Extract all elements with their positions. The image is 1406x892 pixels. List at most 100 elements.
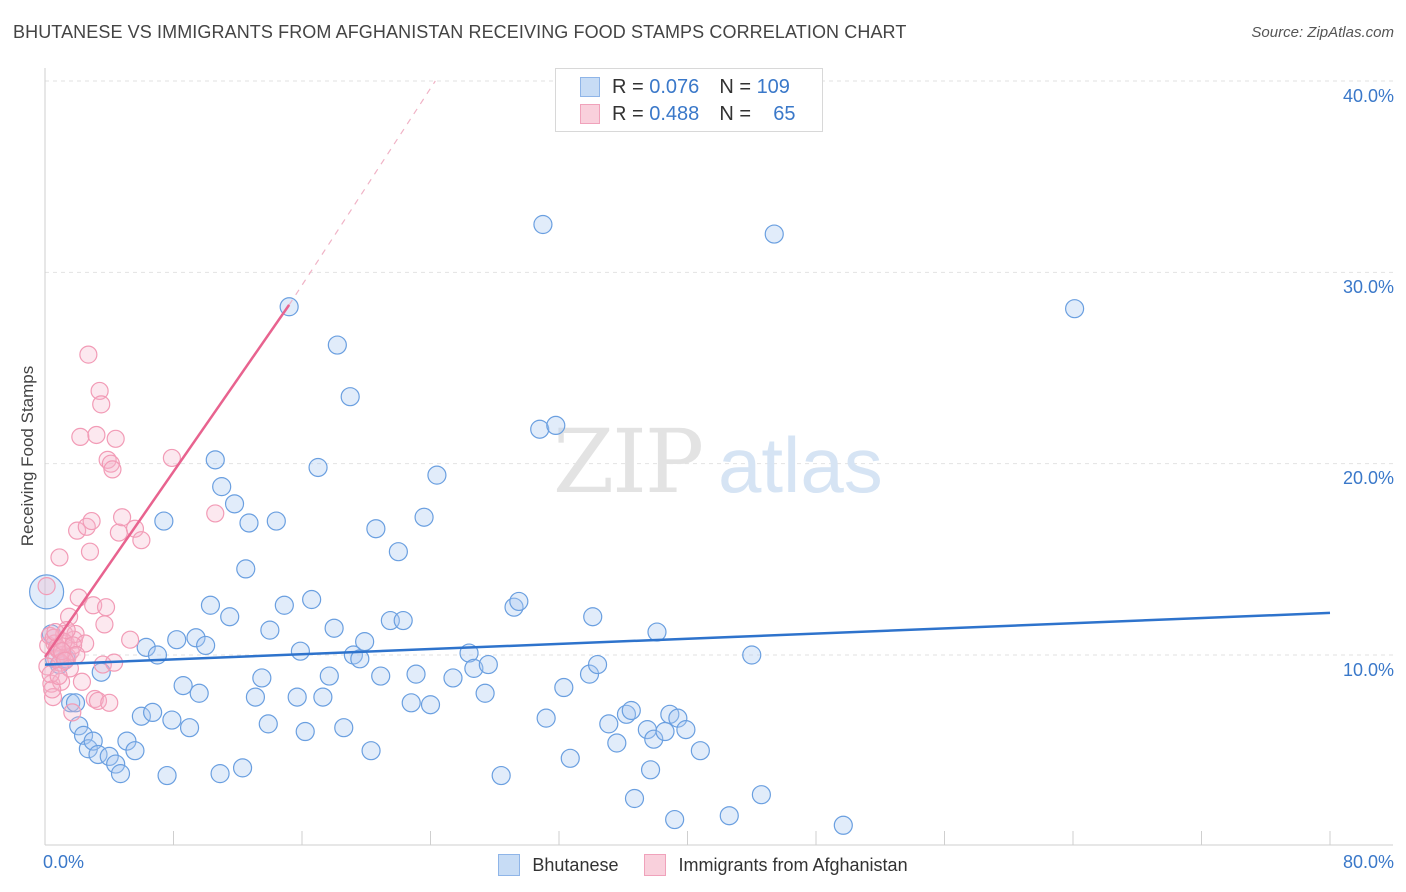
y-tick-label: 30.0% (1342, 277, 1394, 297)
data-point-bhutanese (599, 714, 619, 734)
data-point-bhutanese (406, 664, 426, 684)
data-point-bhutanese (554, 677, 574, 698)
data-point-bhutanese (742, 645, 762, 665)
legend-label-afghanistan: Immigrants from Afghanistan (678, 854, 908, 875)
data-point-bhutanese (355, 632, 375, 652)
data-point-bhutanese (371, 666, 391, 686)
data-point-bhutanese (189, 683, 209, 703)
data-point-bhutanese (644, 729, 664, 749)
data-point-afghanistan (93, 655, 112, 674)
data-point-bhutanese (173, 676, 193, 696)
data-point-bhutanese (302, 589, 322, 610)
data-point-bhutanese (65, 693, 86, 713)
data-point-bhutanese (162, 710, 182, 730)
data-point-afghanistan (95, 615, 114, 634)
data-point-afghanistan (100, 693, 119, 712)
data-point-bhutanese (99, 746, 119, 767)
data-point-bhutanese (196, 635, 216, 656)
data-point-bhutanese (200, 595, 221, 615)
data-point-bhutanese (668, 708, 688, 728)
data-point-bhutanese (295, 721, 315, 742)
legend-item-bhutanese[interactable]: Bhutanese (498, 852, 618, 878)
data-point-bhutanese (533, 214, 553, 235)
legend-n-value-pink: 65 (773, 102, 796, 125)
data-point-afghanistan (43, 687, 63, 707)
legend-item-afghanistan[interactable]: Immigrants from Afghanistan (644, 852, 908, 878)
data-point-bhutanese (110, 764, 131, 784)
data-point-bhutanese (640, 760, 661, 780)
data-point-afghanistan (77, 517, 96, 536)
source-credit: Source: ZipAtlas.com (1251, 24, 1394, 41)
y-axis-label: Receiving Food Stamps (18, 365, 37, 547)
data-point-bhutanese (131, 706, 151, 726)
data-point-afghanistan (132, 531, 151, 550)
data-point-bhutanese (232, 758, 253, 778)
data-point-bhutanese (205, 450, 225, 470)
y-tick-label: 20.0% (1342, 468, 1394, 488)
data-point-bhutanese (1065, 299, 1085, 319)
data-point-bhutanese (252, 668, 272, 688)
data-point-bhutanese (106, 754, 126, 774)
legend-n-label: N = (719, 102, 751, 125)
axes (44, 68, 1393, 846)
data-point-bhutanese (143, 702, 163, 723)
x-tick-label-min: 0.0% (43, 852, 85, 872)
data-point-bhutanese (361, 741, 381, 761)
data-point-bhutanese (764, 224, 784, 244)
data-point-bhutanese (393, 610, 413, 631)
data-point-bhutanese (427, 465, 447, 485)
data-point-bhutanese (546, 415, 566, 435)
data-point-bhutanese (647, 622, 667, 642)
data-point-bhutanese (443, 668, 463, 688)
legend-swatch-afghanistan (644, 854, 667, 876)
data-point-bhutanese (491, 765, 511, 786)
data-point-bhutanese (665, 809, 685, 830)
watermark-atlas: atlas (718, 421, 883, 509)
data-point-afghanistan (121, 630, 140, 649)
data-point-afghanistan (68, 521, 87, 540)
data-point-afghanistan (72, 672, 92, 691)
source-site: ZipAtlas.com (1307, 24, 1394, 41)
data-point-bhutanese (327, 335, 347, 355)
data-point-bhutanese (655, 721, 675, 742)
data-point-afghanistan (85, 689, 104, 709)
data-point-afghanistan (162, 448, 181, 468)
data-point-afghanistan (55, 651, 75, 670)
data-point-bhutanese (117, 731, 137, 751)
data-point-bhutanese (239, 513, 259, 533)
data-point-bhutanese (621, 700, 641, 721)
data-point-afghanistan (49, 666, 68, 686)
legend-row-pink: R = 0.488 N = 65 (580, 102, 795, 126)
stats-legend: R = 0.076 N = 109 R = 0.488 N = 65 (555, 68, 823, 132)
legend-r-label: R = (612, 75, 644, 98)
data-point-afghanistan (37, 577, 56, 596)
data-point-bhutanese (579, 664, 600, 684)
data-point-bhutanese (290, 641, 310, 661)
data-point-bhutanese (340, 387, 360, 407)
data-point-bhutanese (624, 788, 645, 809)
data-point-bhutanese (245, 687, 266, 707)
data-point-afghanistan (88, 691, 108, 711)
trend-line-afghanistan (43, 304, 291, 658)
data-point-bhutanese (157, 765, 177, 786)
data-point-bhutanese (210, 764, 230, 784)
y-tick-label: 10.0% (1342, 660, 1394, 680)
chart-title: BHUTANESE VS IMMIGRANTS FROM AFGHANISTAN… (13, 22, 907, 42)
data-point-bhutanese (751, 785, 771, 805)
legend-swatch-pink (580, 104, 600, 124)
data-point-bhutanese (236, 559, 256, 579)
legend-n-label: N = (719, 75, 751, 98)
data-point-bhutanese (274, 595, 294, 615)
data-point-bhutanese (136, 637, 156, 657)
legend-r-label: R = (612, 102, 644, 125)
trend-line-bhutanese (44, 611, 1331, 666)
data-point-afghanistan (79, 345, 98, 364)
trend-line-afghanistan-extension (288, 80, 436, 306)
legend-r-value-blue: 0.076 (649, 75, 700, 98)
legend-label-bhutanese: Bhutanese (532, 854, 619, 875)
data-point-bhutanese (308, 457, 328, 478)
data-point-bhutanese (313, 687, 333, 707)
data-point-afghanistan (90, 381, 109, 401)
data-point-bhutanese (478, 654, 498, 675)
data-point-bhutanese (366, 519, 386, 539)
